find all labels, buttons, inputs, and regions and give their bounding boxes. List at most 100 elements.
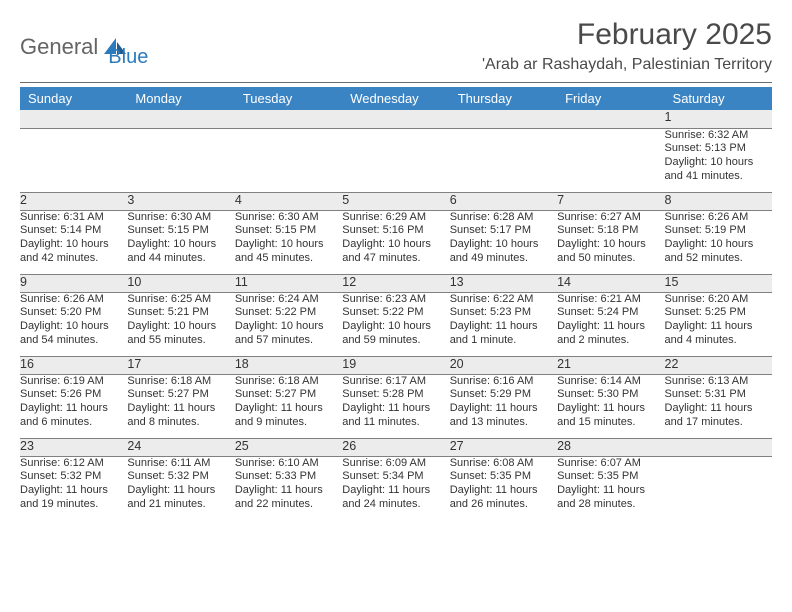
day-number: 4 [235,192,342,210]
day-header: Sunday [20,87,127,110]
day-details [557,128,664,192]
day-details: Sunrise: 6:19 AMSunset: 5:26 PMDaylight:… [20,374,127,438]
day-details: Sunrise: 6:25 AMSunset: 5:21 PMDaylight:… [127,292,234,356]
day-header: Wednesday [342,87,449,110]
sunset-text: Sunset: 5:35 PM [557,470,664,484]
daylight-text: Daylight: 11 hours and 17 minutes. [665,402,772,430]
daylight-text: Daylight: 10 hours and 59 minutes. [342,320,449,348]
sunrise-text: Sunrise: 6:07 AM [557,457,664,471]
day-number: 18 [235,356,342,374]
sunset-text: Sunset: 5:20 PM [20,306,127,320]
day-details [127,128,234,192]
sunrise-text: Sunrise: 6:26 AM [20,293,127,307]
sunrise-text: Sunrise: 6:16 AM [450,375,557,389]
day-number: 28 [557,438,664,456]
sunset-text: Sunset: 5:32 PM [20,470,127,484]
day-details: Sunrise: 6:18 AMSunset: 5:27 PMDaylight:… [127,374,234,438]
week-daynum-row: 2345678 [20,192,772,210]
daylight-text: Daylight: 10 hours and 54 minutes. [20,320,127,348]
day-number: 10 [127,274,234,292]
day-number: 14 [557,274,664,292]
daylight-text: Daylight: 10 hours and 50 minutes. [557,238,664,266]
day-number: 21 [557,356,664,374]
day-details [342,128,449,192]
daylight-text: Daylight: 10 hours and 55 minutes. [127,320,234,348]
day-details: Sunrise: 6:13 AMSunset: 5:31 PMDaylight:… [665,374,772,438]
day-number: 9 [20,274,127,292]
day-details: Sunrise: 6:31 AMSunset: 5:14 PMDaylight:… [20,210,127,274]
day-details [450,128,557,192]
daylight-text: Daylight: 11 hours and 15 minutes. [557,402,664,430]
day-number [20,110,127,128]
sunset-text: Sunset: 5:16 PM [342,224,449,238]
day-number: 8 [665,192,772,210]
day-number: 3 [127,192,234,210]
sunrise-text: Sunrise: 6:23 AM [342,293,449,307]
day-number: 25 [235,438,342,456]
day-number: 12 [342,274,449,292]
sunset-text: Sunset: 5:15 PM [235,224,342,238]
daylight-text: Daylight: 11 hours and 1 minute. [450,320,557,348]
sunrise-text: Sunrise: 6:17 AM [342,375,449,389]
sunrise-text: Sunrise: 6:12 AM [20,457,127,471]
sunrise-text: Sunrise: 6:30 AM [127,211,234,225]
sunrise-text: Sunrise: 6:11 AM [127,457,234,471]
day-header: Monday [127,87,234,110]
day-details [20,128,127,192]
day-details: Sunrise: 6:17 AMSunset: 5:28 PMDaylight:… [342,374,449,438]
day-number: 5 [342,192,449,210]
daylight-text: Daylight: 11 hours and 13 minutes. [450,402,557,430]
day-details: Sunrise: 6:26 AMSunset: 5:19 PMDaylight:… [665,210,772,274]
day-number: 7 [557,192,664,210]
day-number: 22 [665,356,772,374]
daylight-text: Daylight: 11 hours and 19 minutes. [20,484,127,512]
sunrise-text: Sunrise: 6:13 AM [665,375,772,389]
day-number: 16 [20,356,127,374]
daylight-text: Daylight: 10 hours and 42 minutes. [20,238,127,266]
month-title: February 2025 [482,18,772,52]
sunrise-text: Sunrise: 6:26 AM [665,211,772,225]
day-number: 17 [127,356,234,374]
day-number: 15 [665,274,772,292]
day-details: Sunrise: 6:09 AMSunset: 5:34 PMDaylight:… [342,456,449,520]
day-number: 1 [665,110,772,128]
day-details: Sunrise: 6:30 AMSunset: 5:15 PMDaylight:… [235,210,342,274]
sunrise-text: Sunrise: 6:32 AM [665,129,772,143]
header: General Blue February 2025 'Arab ar Rash… [20,18,772,74]
brand-logo: General Blue [20,18,148,69]
daylight-text: Daylight: 11 hours and 21 minutes. [127,484,234,512]
day-details: Sunrise: 6:32 AMSunset: 5:13 PMDaylight:… [665,128,772,192]
day-details: Sunrise: 6:20 AMSunset: 5:25 PMDaylight:… [665,292,772,356]
week-details-row: Sunrise: 6:19 AMSunset: 5:26 PMDaylight:… [20,374,772,438]
day-details: Sunrise: 6:18 AMSunset: 5:27 PMDaylight:… [235,374,342,438]
week-details-row: Sunrise: 6:31 AMSunset: 5:14 PMDaylight:… [20,210,772,274]
week-details-row: Sunrise: 6:12 AMSunset: 5:32 PMDaylight:… [20,456,772,520]
week-daynum-row: 16171819202122 [20,356,772,374]
sunset-text: Sunset: 5:24 PM [557,306,664,320]
sunrise-text: Sunrise: 6:08 AM [450,457,557,471]
day-details: Sunrise: 6:21 AMSunset: 5:24 PMDaylight:… [557,292,664,356]
daylight-text: Daylight: 10 hours and 44 minutes. [127,238,234,266]
sunrise-text: Sunrise: 6:18 AM [235,375,342,389]
day-number: 20 [450,356,557,374]
daylight-text: Daylight: 11 hours and 9 minutes. [235,402,342,430]
day-number: 24 [127,438,234,456]
sunset-text: Sunset: 5:15 PM [127,224,234,238]
header-divider [20,82,772,83]
day-number: 27 [450,438,557,456]
sunset-text: Sunset: 5:34 PM [342,470,449,484]
day-number [342,110,449,128]
day-number [235,110,342,128]
brand-word1: General [20,34,98,60]
daylight-text: Daylight: 10 hours and 49 minutes. [450,238,557,266]
sunset-text: Sunset: 5:28 PM [342,388,449,402]
sunset-text: Sunset: 5:31 PM [665,388,772,402]
daylight-text: Daylight: 11 hours and 28 minutes. [557,484,664,512]
week-daynum-row: 1 [20,110,772,128]
day-number [557,110,664,128]
sunset-text: Sunset: 5:25 PM [665,306,772,320]
sunrise-text: Sunrise: 6:25 AM [127,293,234,307]
day-number: 19 [342,356,449,374]
daylight-text: Daylight: 10 hours and 45 minutes. [235,238,342,266]
sunset-text: Sunset: 5:21 PM [127,306,234,320]
